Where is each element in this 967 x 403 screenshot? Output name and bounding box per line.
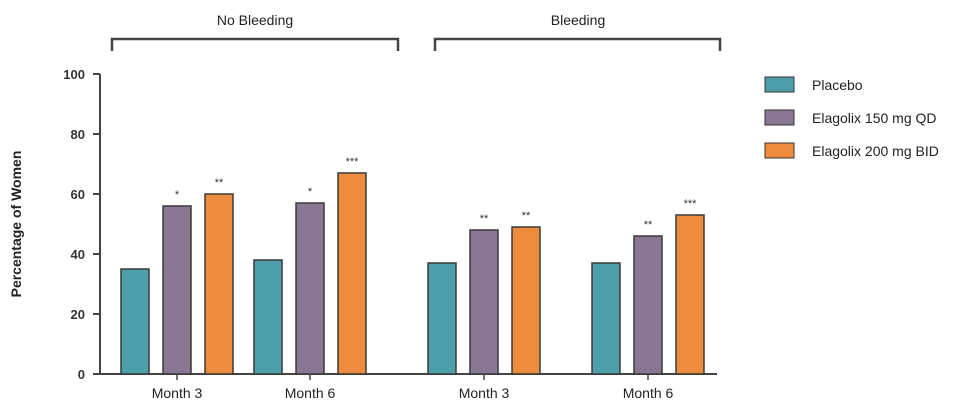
- group-bracket-no-bleeding: [110, 37, 400, 51]
- bar: [591, 262, 621, 375]
- y-tick-label: 80: [71, 127, 85, 142]
- y-tick-label: 40: [71, 247, 85, 262]
- x-tick-label: Month 6: [285, 385, 336, 401]
- y-tick-label: 20: [71, 307, 85, 322]
- significance-marker: *: [308, 186, 313, 198]
- legend-swatch-placebo: [764, 76, 795, 93]
- bar: [204, 193, 234, 375]
- x-tick-label: Month 6: [623, 385, 674, 401]
- legend-swatch-elagolix-150: [764, 109, 795, 126]
- y-ticks: 0 20 40 60 80 100: [63, 67, 100, 382]
- bar: [162, 205, 192, 375]
- legend-swatch-elagolix-200: [764, 142, 795, 159]
- group-label-bleeding: Bleeding: [551, 12, 606, 28]
- significance-annotations: ********* *******: [175, 156, 697, 231]
- bar: [675, 214, 705, 375]
- y-tick-label: 60: [71, 187, 85, 202]
- group-bracket-bleeding: [433, 37, 722, 51]
- bar: [511, 226, 541, 375]
- y-tick-label: 100: [63, 67, 85, 82]
- bar: [633, 235, 663, 375]
- legend-label-elagolix-200: Elagolix 200 mg BID: [812, 143, 939, 159]
- legend-label-placebo: Placebo: [812, 77, 863, 93]
- significance-marker: ***: [684, 198, 698, 210]
- x-tick-label: Month 3: [152, 385, 203, 401]
- y-tick-label: 0: [78, 367, 85, 382]
- significance-marker: ***: [346, 156, 360, 168]
- bar: [337, 172, 367, 375]
- group-brackets: No Bleeding Bleeding: [110, 12, 722, 51]
- x-tick-label: Month 3: [459, 385, 510, 401]
- bars: [120, 172, 705, 375]
- group-label-no-bleeding: No Bleeding: [217, 12, 293, 28]
- significance-marker: **: [522, 210, 531, 222]
- significance-marker: *: [175, 189, 180, 201]
- bar: [295, 202, 325, 375]
- bar: [253, 259, 283, 375]
- bar: [120, 268, 150, 375]
- y-axis-label: Percentage of Women: [8, 151, 24, 298]
- legend: Placebo Elagolix 150 mg QD Elagolix 200 …: [764, 76, 939, 159]
- significance-marker: **: [644, 219, 653, 231]
- bar: [469, 229, 499, 375]
- legend-label-elagolix-150: Elagolix 150 mg QD: [812, 110, 937, 126]
- x-tick-labels: Month 3 Month 6 Month 3 Month 6: [152, 374, 674, 401]
- significance-marker: **: [215, 177, 224, 189]
- significance-marker: **: [480, 213, 489, 225]
- bar: [427, 262, 457, 375]
